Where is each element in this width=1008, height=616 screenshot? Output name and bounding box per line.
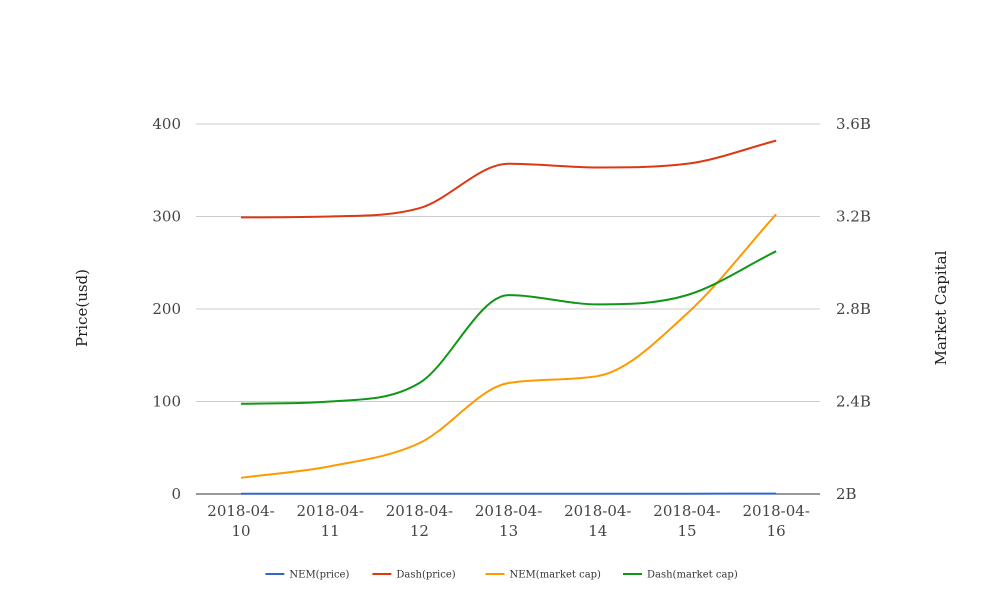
y-axis-left-ticks: 0 100 200 300 400 — [152, 115, 181, 503]
y2-tick-label: 3.2B — [836, 208, 871, 226]
x-tick-label: 2018-04-11 — [296, 502, 363, 540]
y2-tick-label: 2.4B — [836, 393, 871, 411]
series-line — [240, 213, 777, 479]
y-axis-right-ticks: 2B 2.4B 2.8B 3.2B 3.6B — [836, 115, 871, 503]
x-tick-label: 2018-04-14 — [564, 502, 631, 540]
series-lines — [240, 139, 777, 495]
y-tick-label: 400 — [152, 115, 181, 133]
legend-label: NEM(market cap) — [510, 570, 602, 581]
y-tick-label: 0 — [171, 485, 181, 503]
y-axis-title: Price(usd) — [73, 269, 91, 347]
legend: NEM(price) Dash(price) NEM(market cap) Dash… — [265, 570, 738, 581]
gridlines — [196, 123, 820, 495]
x-tick-label: 2018-04-12 — [386, 502, 453, 540]
y2-axis-title: Market Capital — [932, 250, 950, 365]
x-tick-label: 2018-04-15 — [653, 502, 720, 540]
legend-label: NEM(price) — [289, 570, 349, 581]
x-tick-label: 2018-04-10 — [207, 502, 274, 540]
y2-tick-label: 3.6B — [836, 115, 871, 133]
x-tick-label: 2018-04-13 — [475, 502, 542, 540]
series-line — [240, 139, 777, 219]
legend-label: Dash(market cap) — [647, 570, 738, 581]
y2-tick-label: 2.8B — [836, 300, 871, 318]
y-tick-label: 300 — [152, 208, 181, 226]
y-tick-label: 100 — [152, 393, 181, 411]
x-tick-label: 2018-04-16 — [742, 502, 809, 540]
legend-label: Dash(price) — [396, 570, 455, 581]
y-tick-label: 200 — [152, 300, 181, 318]
series-line — [240, 250, 777, 405]
y2-tick-label: 2B — [836, 485, 857, 503]
x-axis-ticks: 2018-04-10 2018-04-11 2018-04-12 2018-04-13… — [207, 502, 810, 540]
